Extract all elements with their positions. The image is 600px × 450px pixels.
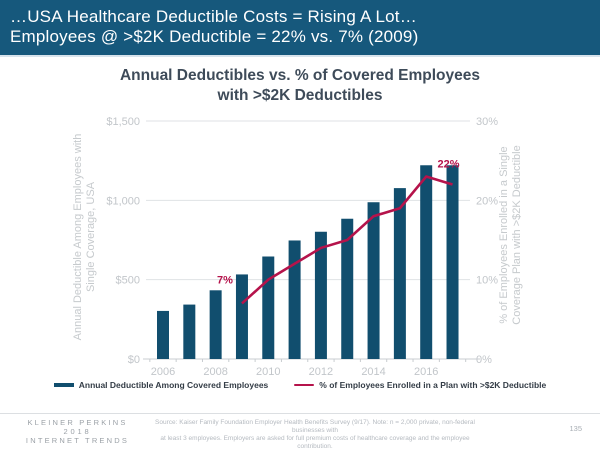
chart-title-line1: Annual Deductibles vs. % of Covered Empl… [119,67,481,84]
x-axis-year-label: 2010 [256,366,280,378]
left-axis-title: Annual Deductible Among Employees withSi… [72,134,97,341]
right-axis-title: % of Employees Enrolled in a SingleCover… [498,145,523,324]
data-label-2009: 7% [217,274,233,286]
logo-line2: 2018 [63,427,92,436]
bar-2016 [420,165,433,359]
bar-2015 [393,188,406,359]
bar-2013 [341,218,354,359]
header-title-line2: Employees @ >$2K Deductible = 22% vs. 7%… [10,27,419,46]
bar-2010 [262,256,275,359]
bar-2014 [367,202,380,359]
left-axis-tick-label: $0 [128,354,140,366]
legend-bar-swatch [53,383,74,387]
left-axis-tick-label: $1,000 [106,195,140,207]
bar-2017 [446,165,459,359]
chart-title: Annual Deductibles vs. % of Covered Empl… [0,66,600,106]
legend-item-line: % of Employees Enrolled in a Plan with >… [294,380,546,390]
x-axis-year-label: 2006 [151,366,175,378]
left-axis-tick-label: $1,500 [106,116,140,128]
right-axis-tick-label: 20% [476,195,498,207]
bar-2012 [314,231,327,359]
slide-header: …USA Healthcare Deductible Costs = Risin… [0,0,600,57]
header-title-line1: …USA Healthcare Deductible Costs = Risin… [10,7,417,26]
left-axis-tick-label: $500 [116,275,140,287]
right-axis-tick-label: 30% [476,116,498,128]
chart-legend: Annual Deductible Among Covered Employee… [0,380,600,390]
legend-bar-label: Annual Deductible Among Covered Employee… [78,380,269,390]
percent-enrolled-line [241,175,453,305]
chart-title-line2: with >$2K Deductibles [217,87,383,104]
footer-divider [0,413,600,414]
x-axis-year-label: 2008 [203,366,227,378]
bar-2007 [183,304,196,359]
deductibles-chart: $0 0% $500 10% $1,000 20% $1,500 30% 2006 2008 201… [72,116,523,378]
bar-2009 [235,274,248,359]
legend-line-label: % of Employees Enrolled in a Plan with >… [319,380,547,390]
svg-text:Annual Deductible Among Employ: Annual Deductible Among Employees withSi… [72,134,97,341]
x-axis-year-label: 2012 [309,366,333,378]
right-axis-tick-label: 10% [476,275,498,287]
page-number: 135 [569,424,582,433]
legend-line-swatch [294,383,315,387]
right-axis-tick-label: 0% [476,354,492,366]
legend-item-bars: Annual Deductible Among Covered Employee… [53,380,269,390]
x-axis-year-label: 2014 [361,366,385,378]
bar-2008 [209,290,222,359]
svg-text:% of Employees Enrolled in a S: % of Employees Enrolled in a SingleCover… [498,145,523,324]
logo-line3: INTERNET TRENDS [25,436,130,445]
x-axis-year-label: 2016 [414,366,438,378]
bar-2006 [157,310,169,359]
source-note: Source: Kaiser Family Foundation Employe… [155,419,475,450]
kleiner-perkins-logo: KLEINER PERKINS 2018 INTERNET TRENDS [10,418,145,445]
data-label-2017: 22% [438,158,460,170]
logo-line1: KLEINER PERKINS [27,418,128,427]
bar-2011 [288,240,301,359]
